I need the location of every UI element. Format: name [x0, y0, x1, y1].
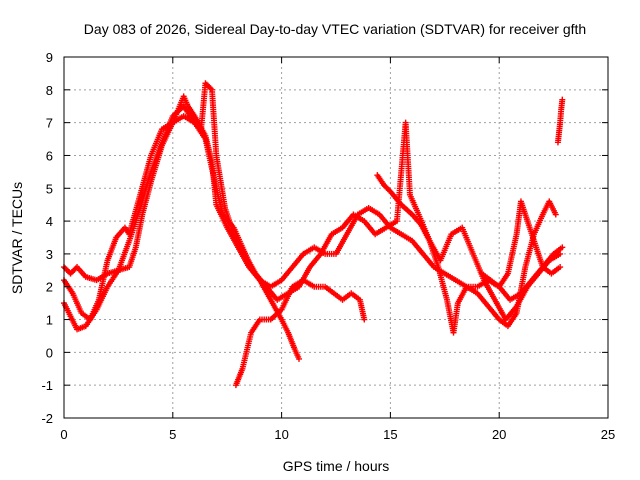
- data-point: [296, 355, 303, 362]
- x-tick-label: 15: [383, 427, 397, 442]
- series-track-b: [61, 103, 303, 362]
- x-tick-label: 20: [492, 427, 506, 442]
- y-tick-label: 2: [46, 280, 53, 295]
- x-tick-label: 5: [169, 427, 176, 442]
- data-point: [557, 250, 564, 257]
- chart-title: Day 083 of 2026, Sidereal Day-to-day VTE…: [84, 21, 586, 37]
- y-tick-label: 4: [46, 214, 53, 229]
- axis-ticks: 0 5 10 15 20 25 -2 -1 0 1 2 3 4 5 6 7 8 9: [41, 50, 615, 442]
- y-tick-label: 0: [46, 345, 53, 360]
- y-tick-label: 6: [46, 148, 53, 163]
- series-track-a: [61, 93, 566, 303]
- y-tick-label: 5: [46, 181, 53, 196]
- series-track-d: [232, 277, 368, 389]
- data-point: [559, 244, 566, 251]
- series-track-e: [374, 172, 559, 336]
- x-tick-label: 25: [601, 427, 615, 442]
- y-tick-label: 9: [46, 50, 53, 65]
- x-tick-label: 10: [274, 427, 288, 442]
- data-point: [557, 264, 564, 271]
- y-tick-label: 7: [46, 116, 53, 131]
- series-track-c: [61, 80, 564, 323]
- data-point: [559, 96, 566, 103]
- data-point: [361, 316, 368, 323]
- y-tick-label: 1: [46, 313, 53, 328]
- x-tick-label: 0: [60, 427, 67, 442]
- y-tick-label: 3: [46, 247, 53, 262]
- grid-lines: [64, 57, 608, 418]
- data-point: [552, 211, 559, 218]
- y-tick-label: 8: [46, 83, 53, 98]
- y-tick-label: -1: [41, 378, 53, 393]
- series-track-f: [478, 198, 564, 290]
- data-points: [61, 80, 566, 389]
- series-track-g: [554, 96, 566, 146]
- y-axis-label: SDTVAR / TECUs: [9, 182, 25, 294]
- x-axis-label: GPS time / hours: [283, 458, 390, 474]
- plot-frame: [63, 56, 609, 419]
- y-tick-label: -2: [41, 411, 53, 426]
